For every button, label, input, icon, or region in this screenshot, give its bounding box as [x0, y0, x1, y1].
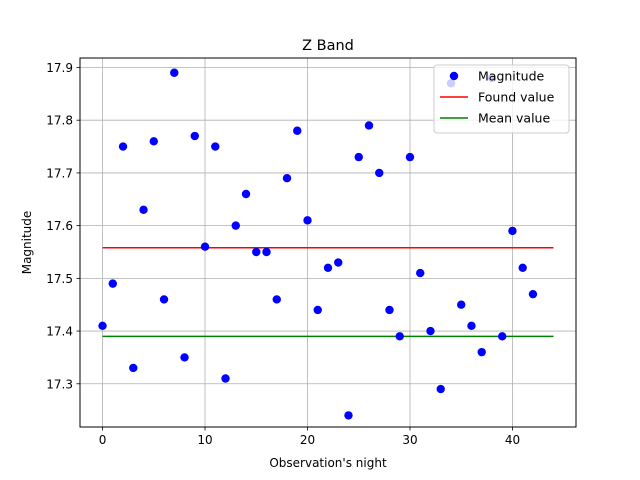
data-point — [129, 363, 138, 373]
y-tick-label: 17.7 — [46, 166, 73, 180]
data-point — [457, 300, 466, 309]
data-point — [375, 168, 384, 178]
x-tick-label: 40 — [505, 433, 520, 447]
y-tick-label: 17.3 — [46, 377, 73, 391]
data-point — [139, 205, 148, 215]
data-point — [303, 216, 312, 225]
y-tick-label: 17.8 — [46, 114, 73, 128]
data-point — [498, 332, 507, 341]
y-tick-label: 17.5 — [46, 272, 73, 286]
data-point — [508, 226, 517, 236]
y-tick-label: 17.9 — [46, 61, 73, 75]
x-tick-label: 30 — [402, 433, 417, 447]
data-point — [241, 189, 251, 199]
data-point — [211, 142, 220, 151]
y-axis-label: Magnitude — [20, 211, 34, 275]
data-point — [344, 411, 353, 420]
data-point — [385, 305, 394, 315]
legend-label-mean-value: Mean value — [478, 111, 550, 126]
data-point — [334, 258, 343, 267]
data-point — [98, 321, 107, 330]
data-point — [477, 347, 486, 357]
y-tick-label: 17.4 — [46, 325, 73, 339]
plot-frame — [79, 57, 577, 428]
x-axis-label: Observation's night — [269, 456, 387, 470]
data-point — [272, 295, 281, 304]
data-point — [467, 321, 476, 330]
reference-lines — [102, 247, 554, 338]
x-axis: 0 10 20 30 40 — [99, 427, 520, 447]
data-point — [436, 384, 445, 394]
data-point — [293, 126, 302, 135]
data-point — [354, 152, 363, 162]
chart-title: Z Band — [302, 38, 354, 54]
data-point — [323, 263, 333, 273]
data-point — [518, 263, 527, 273]
data-point — [405, 152, 415, 162]
data-point — [118, 142, 128, 151]
x-tick-label: 20 — [300, 433, 315, 447]
data-point — [282, 173, 292, 183]
data-point — [262, 247, 271, 257]
x-tick-label: 10 — [197, 433, 212, 447]
data-point — [231, 221, 240, 230]
data-point — [313, 305, 322, 315]
x-tick-label: 0 — [99, 433, 107, 447]
data-point — [170, 68, 179, 77]
data-point — [200, 242, 210, 251]
data-point — [149, 137, 158, 146]
legend-box — [433, 64, 570, 134]
data-point — [108, 279, 117, 288]
data-point — [364, 121, 374, 130]
legend: Magnitude Found value Mean value — [433, 64, 570, 134]
data-point — [395, 332, 404, 341]
legend-label-magnitude: Magnitude — [478, 69, 545, 84]
data-point — [252, 247, 261, 257]
legend-label-found-value: Found value — [478, 90, 555, 105]
data-point — [426, 326, 435, 336]
y-axis: 17.3 17.4 17.5 17.6 17.7 17.8 17.9 — [46, 61, 80, 391]
y-tick-label: 17.6 — [46, 219, 73, 233]
data-point — [221, 374, 230, 383]
data-point — [416, 268, 425, 278]
data-point — [528, 289, 538, 299]
legend-key-magnitude — [449, 71, 459, 81]
data-point — [159, 295, 169, 304]
data-point — [190, 131, 199, 141]
data-point — [180, 353, 189, 362]
